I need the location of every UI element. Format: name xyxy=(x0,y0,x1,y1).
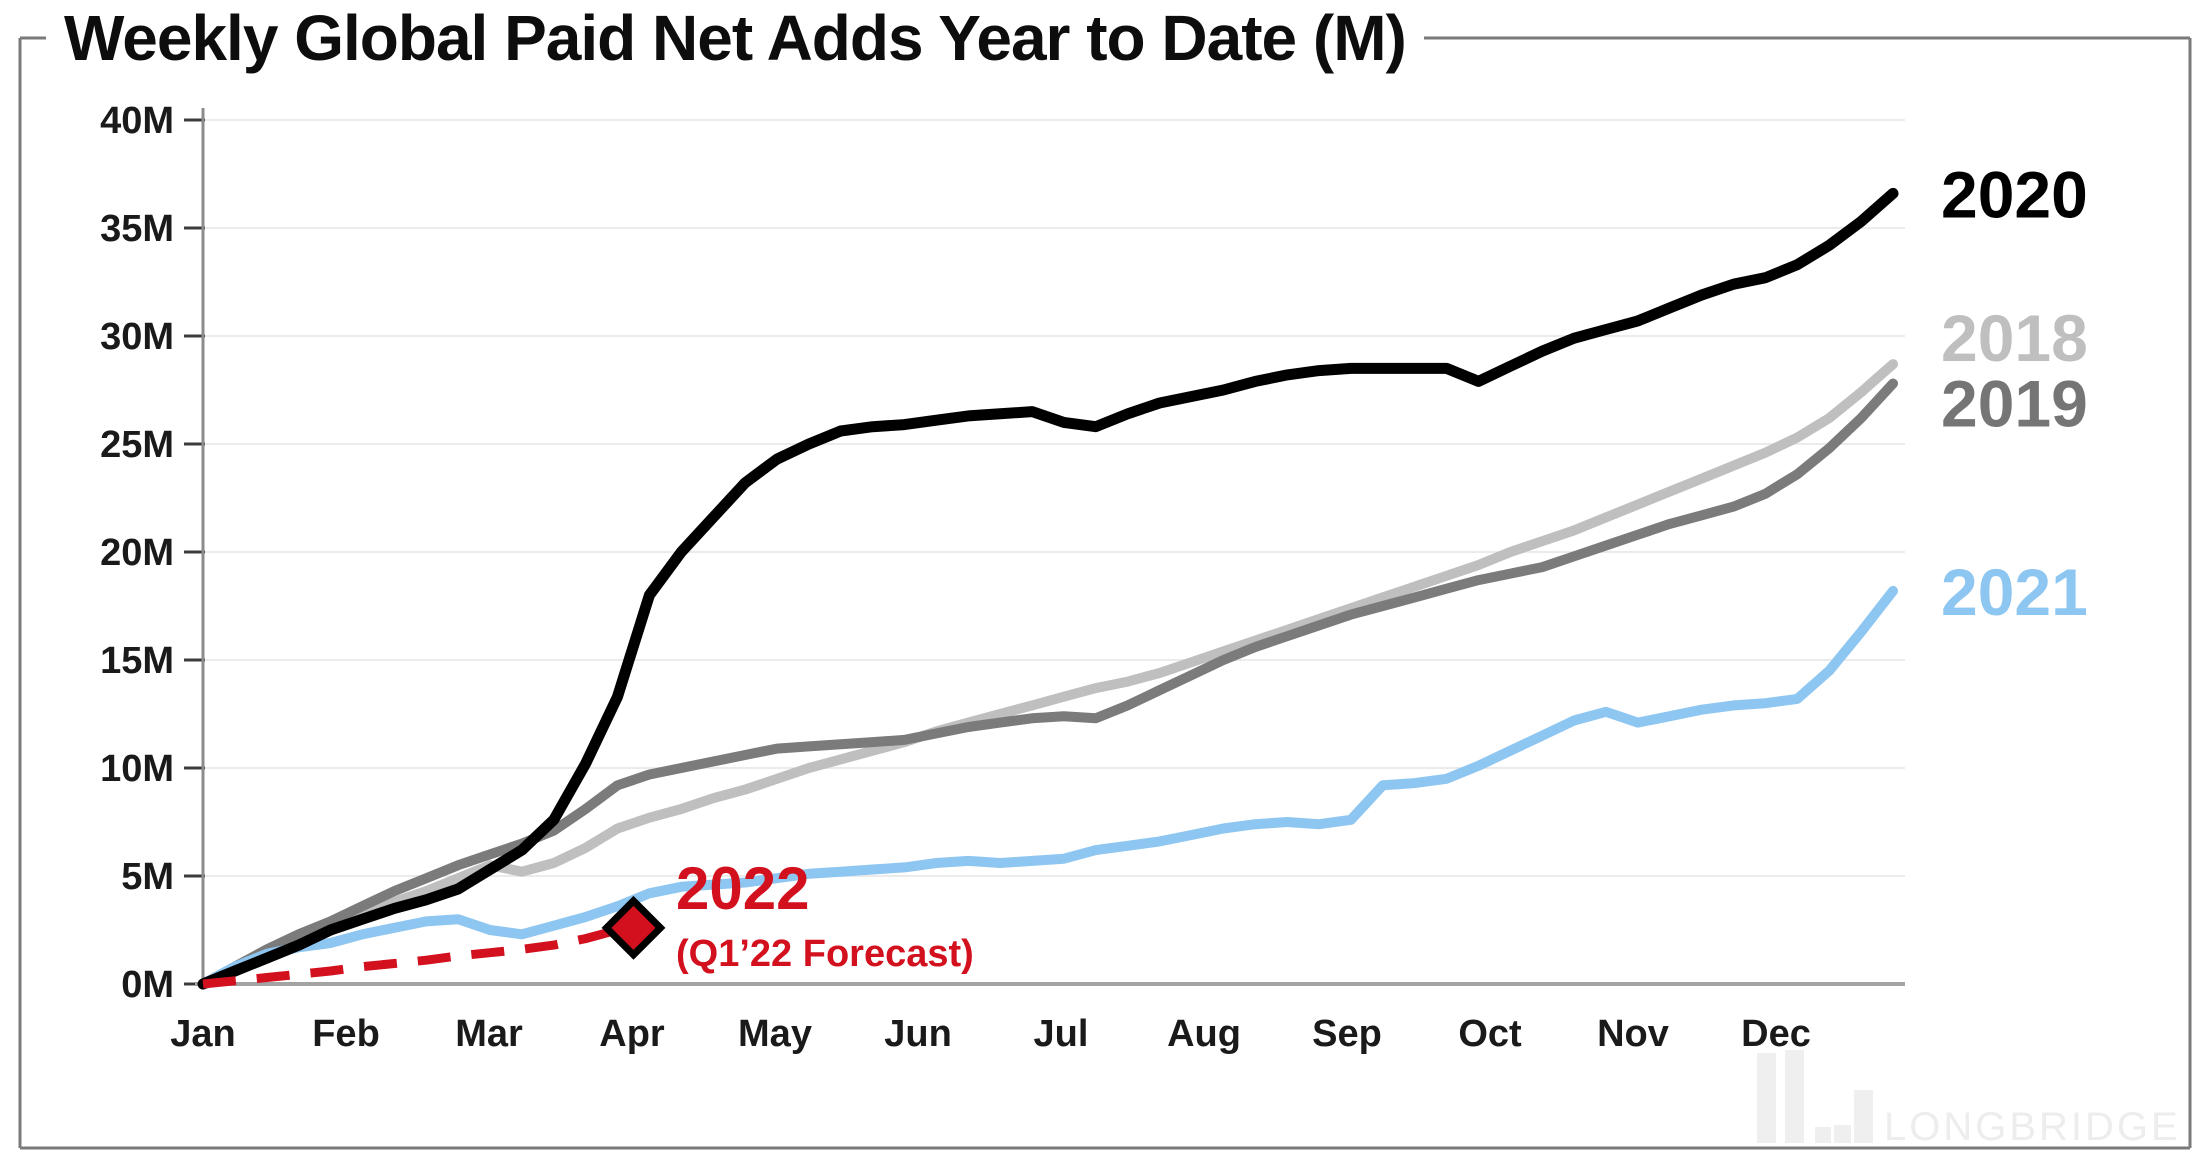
x-tick-label: Apr xyxy=(599,1013,665,1055)
y-tick-label: 10M xyxy=(100,748,174,790)
x-tick-label: Oct xyxy=(1458,1013,1522,1055)
series-line-2021 xyxy=(198,585,1898,989)
watermark-logo-bar xyxy=(1785,1050,1804,1143)
series-line-2019 xyxy=(198,378,1898,989)
watermark-logo-bar xyxy=(1815,1127,1831,1143)
x-tick-label: May xyxy=(738,1013,812,1055)
x-tick-label: Feb xyxy=(312,1013,380,1055)
y-tick-label: 20M xyxy=(100,532,174,574)
x-tick-label: Jul xyxy=(1034,1013,1089,1055)
y-tick-label: 25M xyxy=(100,424,174,466)
watermark-logo-bar xyxy=(1757,1053,1776,1143)
watermark-text: LONGBRIDGE xyxy=(1884,1105,2181,1149)
y-tick-label: 30M xyxy=(100,316,174,358)
series-end-label-2019: 2019 xyxy=(1941,367,2088,441)
x-tick-label: Mar xyxy=(455,1013,523,1055)
series-line-2020 xyxy=(197,187,1899,990)
y-tick-label: 40M xyxy=(100,100,174,142)
annotation-2022-label: 2022 xyxy=(676,855,809,922)
chart-title: Weekly Global Paid Net Adds Year to Date… xyxy=(46,2,1424,74)
y-tick-label: 15M xyxy=(100,640,174,682)
series-end-label-2021: 2021 xyxy=(1941,555,2088,629)
x-tick-label: Jan xyxy=(170,1013,235,1055)
x-tick-label: Dec xyxy=(1741,1013,1811,1055)
series-line-2022 xyxy=(202,925,619,989)
x-tick-label: Jun xyxy=(884,1013,952,1055)
watermark-logo-bar xyxy=(1834,1125,1851,1143)
x-tick-label: Nov xyxy=(1597,1013,1669,1055)
y-tick-label: 35M xyxy=(100,208,174,250)
y-tick-label: 5M xyxy=(121,856,174,898)
series-end-label-2020: 2020 xyxy=(1941,157,2088,231)
watermark-logo-bar xyxy=(1854,1090,1873,1143)
forecast-diamond-marker xyxy=(601,895,666,960)
x-tick-label: Aug xyxy=(1167,1013,1241,1055)
series-end-label-2018: 2018 xyxy=(1941,301,2088,375)
x-tick-label: Sep xyxy=(1312,1013,1382,1055)
annotation-2022-sublabel: (Q1’22 Forecast) xyxy=(676,933,974,975)
y-tick-label: 0M xyxy=(121,964,174,1006)
